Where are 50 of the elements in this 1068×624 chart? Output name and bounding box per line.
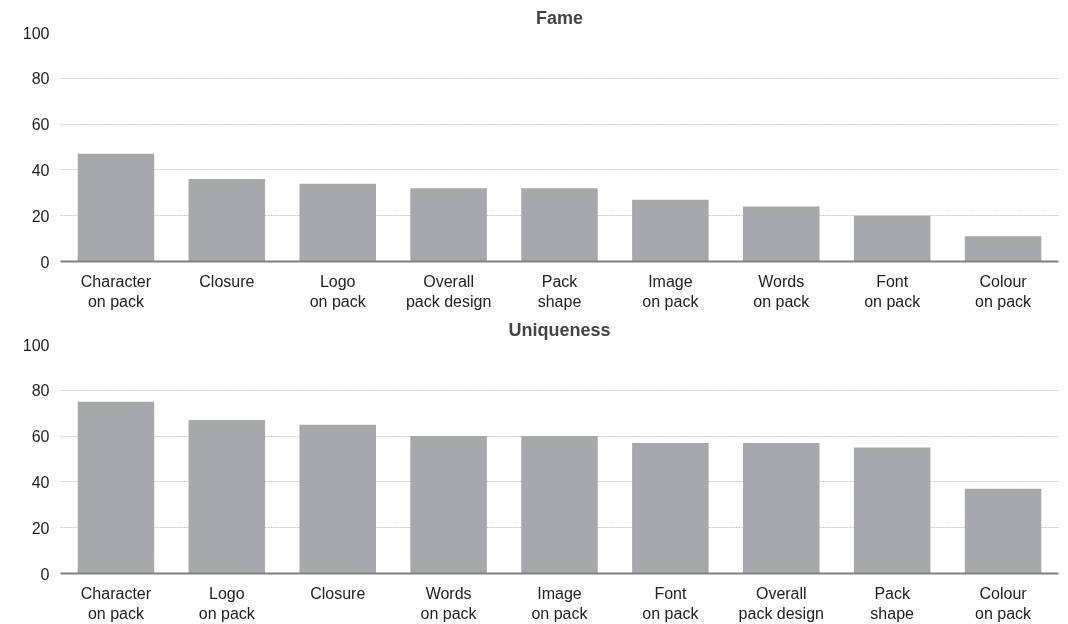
bar	[632, 199, 709, 262]
x-tick-label: Closure	[310, 584, 366, 602]
y-tick-label: 0	[40, 253, 50, 271]
x-tick-label: Colour on pack	[975, 584, 1033, 622]
bar	[743, 442, 820, 574]
y-tick-label: 40	[31, 473, 50, 491]
y-tick-label: 60	[31, 116, 50, 134]
x-tick-label: Font on pack	[864, 272, 922, 310]
y-tick-label: 80	[31, 382, 50, 400]
x-tick-label: Words on pack	[420, 584, 478, 622]
y-tick-label: 40	[31, 161, 50, 179]
x-tick-label: Logo on pack	[198, 584, 256, 622]
bar	[188, 420, 266, 574]
bar	[964, 236, 1042, 262]
x-tick-label: Image on pack	[642, 272, 700, 310]
bar	[410, 436, 487, 574]
x-tick-label: Pack shape	[870, 584, 915, 622]
bar	[77, 401, 155, 574]
bar	[964, 488, 1042, 574]
bar	[410, 188, 487, 262]
x-tick-label: Closure	[199, 272, 255, 290]
chart-title: Fame	[535, 7, 584, 28]
x-tick-label: Logo on pack	[309, 272, 367, 310]
bar	[632, 442, 709, 574]
y-tick-label: 80	[31, 70, 50, 88]
bar	[299, 183, 376, 262]
x-tick-label: Character on pack	[80, 272, 152, 310]
bar	[77, 153, 155, 262]
bar	[521, 436, 598, 574]
chart-title: Uniqueness	[508, 319, 611, 340]
x-tick-label: Font on pack	[642, 584, 700, 622]
y-tick-label: 20	[31, 519, 50, 537]
y-tick-label: 100	[22, 336, 50, 354]
x-tick-label: Character on pack	[80, 584, 152, 622]
x-tick-label: Image on pack	[531, 584, 589, 622]
bar	[188, 179, 266, 262]
bar	[853, 447, 931, 574]
y-tick-label: 60	[31, 428, 50, 446]
y-tick-label: 100	[22, 24, 50, 42]
x-tick-label: Words on pack	[753, 272, 811, 310]
bar	[299, 424, 376, 574]
y-tick-label: 20	[31, 207, 50, 225]
x-tick-label: Pack shape	[537, 272, 582, 310]
x-tick-label: Colour on pack	[975, 272, 1033, 310]
bar	[521, 188, 598, 262]
bar	[853, 215, 931, 262]
y-tick-label: 0	[40, 565, 50, 583]
x-tick-label: Overall pack design	[405, 272, 492, 310]
x-tick-label: Overall pack design	[738, 584, 824, 622]
bar	[743, 206, 820, 262]
